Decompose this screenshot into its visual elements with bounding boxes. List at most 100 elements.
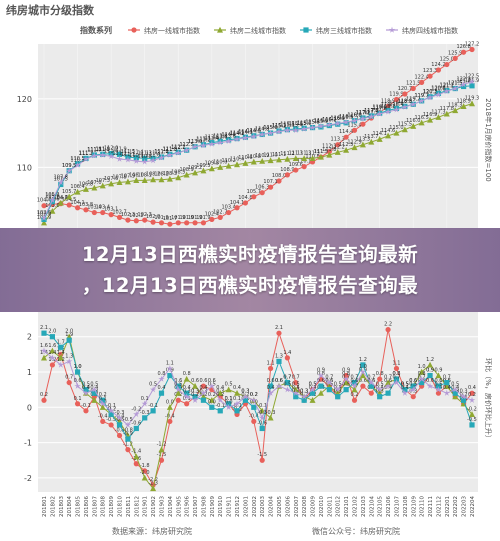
top-data-label: 103.4	[87, 205, 101, 211]
top-data-label: 111.3	[297, 150, 311, 156]
top-data-point	[267, 184, 274, 190]
bottom-data-point	[158, 375, 165, 382]
top-data-point	[141, 177, 148, 183]
top-data-point	[233, 135, 241, 142]
bottom-data-label: 1.0	[74, 364, 82, 370]
bottom-data-label: 2.1	[275, 325, 283, 331]
bottom-data-point	[393, 379, 400, 386]
bottom-data-point	[385, 390, 391, 396]
top-data-point	[150, 219, 156, 225]
top-y-tick-label: 120	[17, 95, 32, 104]
x-tick-label: 202005	[277, 496, 283, 517]
bottom-data-label: 0.9	[426, 368, 434, 374]
bottom-data-point	[125, 436, 131, 442]
legend-label: 纬房三线城市指数	[316, 26, 372, 35]
bottom-y-tick-label: -2	[24, 474, 32, 483]
top-data-point	[91, 184, 98, 191]
top-data-label: 110.0	[213, 159, 227, 165]
bottom-data-point	[82, 389, 90, 396]
top-data-label: 120.2	[423, 89, 437, 95]
bottom-data-label: 0.2	[199, 392, 207, 398]
bottom-data-point	[74, 382, 81, 389]
top-data-point	[41, 203, 47, 209]
top-data-point	[175, 220, 181, 226]
top-data-label: 117.9	[373, 105, 387, 111]
top-data-label: 109.5	[196, 163, 210, 169]
bottom-data-label: 0.5	[334, 382, 342, 388]
bottom-data-point	[293, 379, 299, 386]
top-data-point	[326, 148, 332, 155]
top-data-point	[99, 182, 106, 189]
top-data-label: 113.0	[188, 139, 202, 145]
bottom-data-label: 0.7	[65, 375, 73, 381]
top-data-point	[149, 157, 157, 164]
bottom-data-label: 0.6	[191, 378, 199, 384]
headline-banner[interactable]: 12月13日西樵实时疫情报告查询最新 ，12月13日西樵实时疫情报告查询最	[0, 228, 500, 312]
top-data-label: 112.0	[104, 146, 118, 152]
bottom-data-label: 0.6	[275, 378, 283, 384]
x-tick-label: 201802	[50, 496, 56, 517]
x-tick-label: 202010	[319, 495, 325, 516]
top-data-point	[401, 103, 409, 110]
bottom-data-point	[107, 407, 115, 414]
top-data-point	[234, 161, 241, 168]
top-data-label: 113.3	[331, 137, 345, 143]
bottom-data-point	[66, 379, 72, 386]
bottom-data-label: 0.4	[233, 385, 241, 391]
bottom-data-point	[309, 390, 316, 396]
top-data-label: 111.3	[138, 150, 152, 156]
top-data-label: 125.9	[448, 50, 462, 56]
bottom-data-label: 1.4	[40, 350, 48, 356]
x-tick-label: 201805	[76, 496, 82, 517]
top-data-point	[91, 152, 98, 159]
top-y-axis-label: 2018年1月房价指数=100	[484, 98, 493, 182]
bottom-data-point	[191, 396, 199, 403]
bottom-data-point	[427, 361, 434, 368]
bottom-data-label: 0.6	[359, 378, 367, 384]
x-tick-label: 201909	[210, 495, 216, 516]
top-data-point	[351, 144, 358, 151]
bottom-data-label: 0.0	[208, 399, 216, 405]
top-data-point	[468, 78, 476, 85]
bottom-data-point	[309, 397, 316, 403]
bottom-data-label: -0.4	[165, 413, 175, 419]
top-data-point	[107, 153, 115, 160]
bottom-data-point	[393, 376, 400, 382]
top-data-label: 112.3	[322, 144, 336, 150]
top-data-label: 115.0	[263, 125, 277, 131]
x-tick-label: 202001	[243, 496, 249, 517]
top-series-triangle: 101.9103.6104.8105.7106.4106.8107.0107.3…	[37, 96, 479, 226]
bottom-data-point	[41, 330, 47, 336]
top-data-point	[74, 188, 81, 195]
top-data-point	[91, 209, 97, 216]
bottom-data-label: 0.5	[292, 382, 300, 388]
x-tick-label: 201809	[109, 495, 115, 516]
bottom-data-point	[401, 389, 409, 396]
top-data-point	[250, 133, 257, 140]
top-data-label: 108.5	[171, 170, 185, 176]
top-data-label: 101.9	[196, 215, 210, 221]
bottom-y-axis-label: 环比（%，房价环比上升）	[484, 358, 493, 442]
x-tick-label: 201804	[67, 496, 73, 517]
bottom-data-point	[351, 382, 358, 389]
x-tick-label: 201812	[134, 496, 140, 517]
x-tick-label: 202106	[386, 496, 392, 517]
top-data-point	[343, 134, 349, 140]
bottom-data-label: 0.5	[325, 382, 333, 388]
top-data-point	[57, 199, 64, 206]
top-data-label: 112.2	[171, 144, 185, 150]
bottom-data-label: 0.8	[376, 371, 384, 377]
top-data-label: 112.1	[171, 145, 185, 151]
bottom-data-point	[384, 382, 392, 389]
top-data-label: 115.8	[305, 120, 319, 126]
bottom-data-label: 0.9	[317, 368, 325, 374]
x-tick-label: 201902	[151, 496, 157, 517]
bottom-data-point	[175, 389, 182, 396]
top-data-label: 116.5	[414, 115, 428, 121]
bottom-data-point	[40, 347, 48, 354]
top-data-point	[158, 220, 165, 226]
top-data-label: 113.7	[364, 134, 378, 140]
bottom-data-label: 0.3	[300, 389, 308, 395]
bottom-data-label: 0.2	[40, 392, 48, 398]
bottom-data-label: -1.4	[131, 449, 141, 455]
